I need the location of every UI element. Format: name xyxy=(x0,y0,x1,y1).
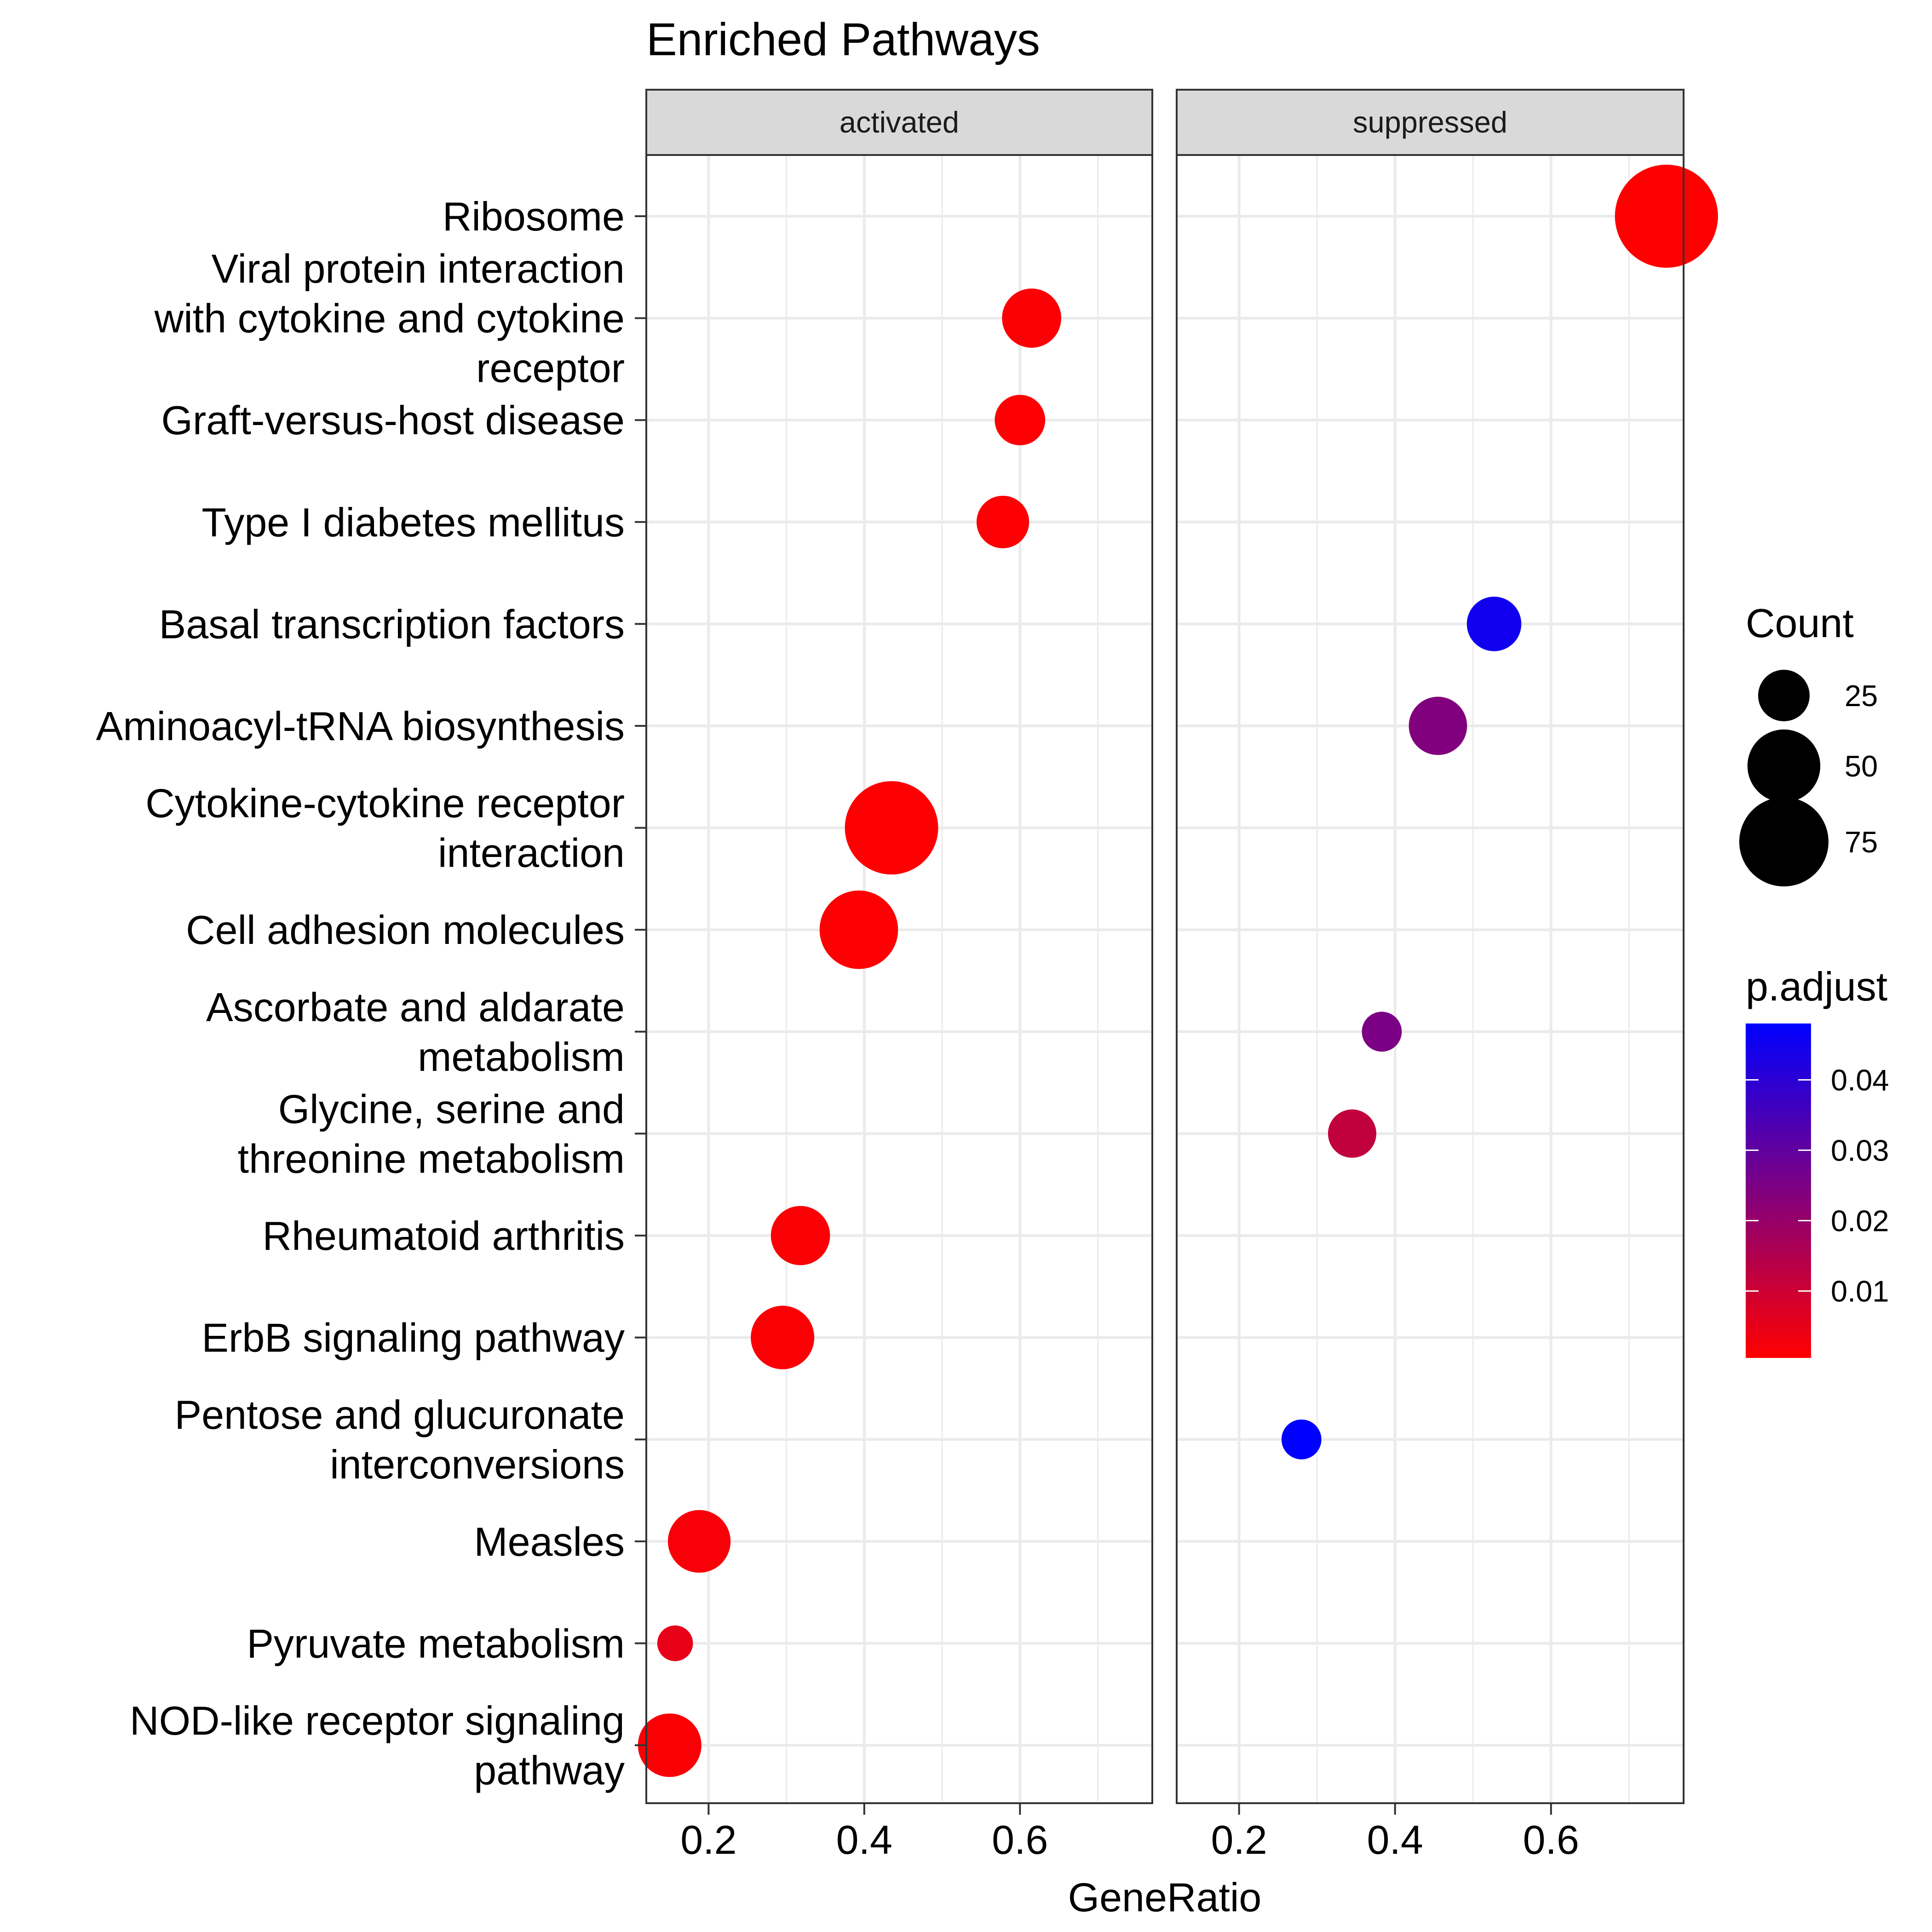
size-legend-label: 25 xyxy=(1845,679,1878,713)
color-legend-label: 0.01 xyxy=(1831,1275,1889,1308)
data-point xyxy=(1281,1419,1322,1460)
facet-label: activated xyxy=(840,105,959,139)
y-tick-label: Viral protein interaction with cytokine a… xyxy=(154,246,625,391)
x-tick-label: 0.6 xyxy=(992,1817,1048,1863)
facet-panel-suppressed: suppressed 0.2 0.4 0.6 xyxy=(1176,89,1718,1863)
data-point xyxy=(1466,597,1522,651)
size-legend-label: 50 xyxy=(1845,749,1878,783)
x-axis-title: GeneRatio xyxy=(1068,1874,1262,1920)
size-legend-label: 75 xyxy=(1845,825,1878,859)
panel-background xyxy=(1177,155,1684,1803)
y-tick-label: Cytokine-cytokine receptor interaction xyxy=(145,781,625,876)
size-legend: Count 25 50 75 xyxy=(1739,600,1878,886)
x-tick-label: 0.4 xyxy=(836,1817,892,1863)
facet-label: suppressed xyxy=(1353,105,1507,139)
y-tick-label: Rheumatoid arthritis xyxy=(263,1213,625,1259)
x-tick-label: 0.2 xyxy=(1211,1817,1267,1863)
panel-border xyxy=(645,154,1153,1804)
data-point xyxy=(1615,165,1718,268)
size-legend-key xyxy=(1739,797,1828,886)
facet-strip-suppressed xyxy=(1176,89,1685,156)
legend: Count 25 50 75 p.adjust 0.01 0.02 0.03 0.04 xyxy=(1739,600,1889,1358)
data-point xyxy=(976,495,1029,548)
y-tick-label: Pentose and glucuronate interconversions xyxy=(174,1392,625,1487)
color-legend-label: 0.04 xyxy=(1831,1063,1889,1097)
y-tick-label: Basal transcription factors xyxy=(159,601,625,647)
panel-background xyxy=(646,155,1152,1803)
color-bar xyxy=(1746,1024,1811,1358)
data-point xyxy=(819,890,898,969)
y-tick-label: Type I diabetes mellitus xyxy=(201,500,625,545)
y-tick-label: Pyruvate metabolism xyxy=(247,1621,625,1666)
panel-border xyxy=(1176,154,1685,1804)
y-tick-label: Ribosome xyxy=(443,194,625,239)
data-point xyxy=(751,1305,815,1369)
size-legend-key xyxy=(1758,670,1810,721)
facet-panels: activated 0.2 0.4 0.6 suppressed 0.2 0.4 0.6 xyxy=(638,89,1718,1863)
color-legend-label: 0.03 xyxy=(1831,1133,1889,1167)
data-point xyxy=(1328,1109,1376,1158)
color-legend-label: 0.02 xyxy=(1831,1204,1889,1238)
x-tick-label: 0.2 xyxy=(680,1817,736,1863)
y-tick-label: Aminoacyl-tRNA biosynthesis xyxy=(96,703,625,749)
data-point xyxy=(770,1206,830,1265)
data-point xyxy=(995,395,1046,446)
size-legend-key xyxy=(1747,729,1821,803)
data-point xyxy=(845,781,938,875)
size-legend-title: Count xyxy=(1746,600,1854,646)
data-point xyxy=(657,1625,693,1662)
y-tick-label: NOD-like receptor signaling pathway xyxy=(130,1698,625,1793)
data-point xyxy=(1362,1012,1402,1052)
data-point xyxy=(667,1510,731,1573)
y-tick-label: Graft-versus-host disease xyxy=(161,397,625,443)
y-tick-label: Cell adhesion molecules xyxy=(186,907,625,953)
y-tick-label: Glycine, serine and threonine metabolism xyxy=(238,1086,625,1181)
data-point xyxy=(1002,288,1062,348)
y-tick-label: Ascorbate and aldarate metabolism xyxy=(206,984,625,1080)
x-tick-label: 0.4 xyxy=(1367,1817,1423,1863)
data-point xyxy=(638,1713,702,1777)
facet-panel-activated: activated 0.2 0.4 0.6 xyxy=(638,89,1153,1863)
y-axis-labels: Ribosome Viral protein interaction with cy… xyxy=(96,194,646,1793)
y-tick-label: Measles xyxy=(474,1519,625,1564)
color-legend: p.adjust 0.01 0.02 0.03 0.04 xyxy=(1746,964,1889,1358)
facet-strip-activated xyxy=(645,89,1153,156)
data-point xyxy=(1409,696,1467,755)
y-tick-label: ErbB signaling pathway xyxy=(201,1315,625,1361)
chart-title: Enriched Pathways xyxy=(646,14,1040,65)
color-legend-title: p.adjust xyxy=(1746,964,1887,1009)
x-tick-label: 0.6 xyxy=(1523,1817,1579,1863)
